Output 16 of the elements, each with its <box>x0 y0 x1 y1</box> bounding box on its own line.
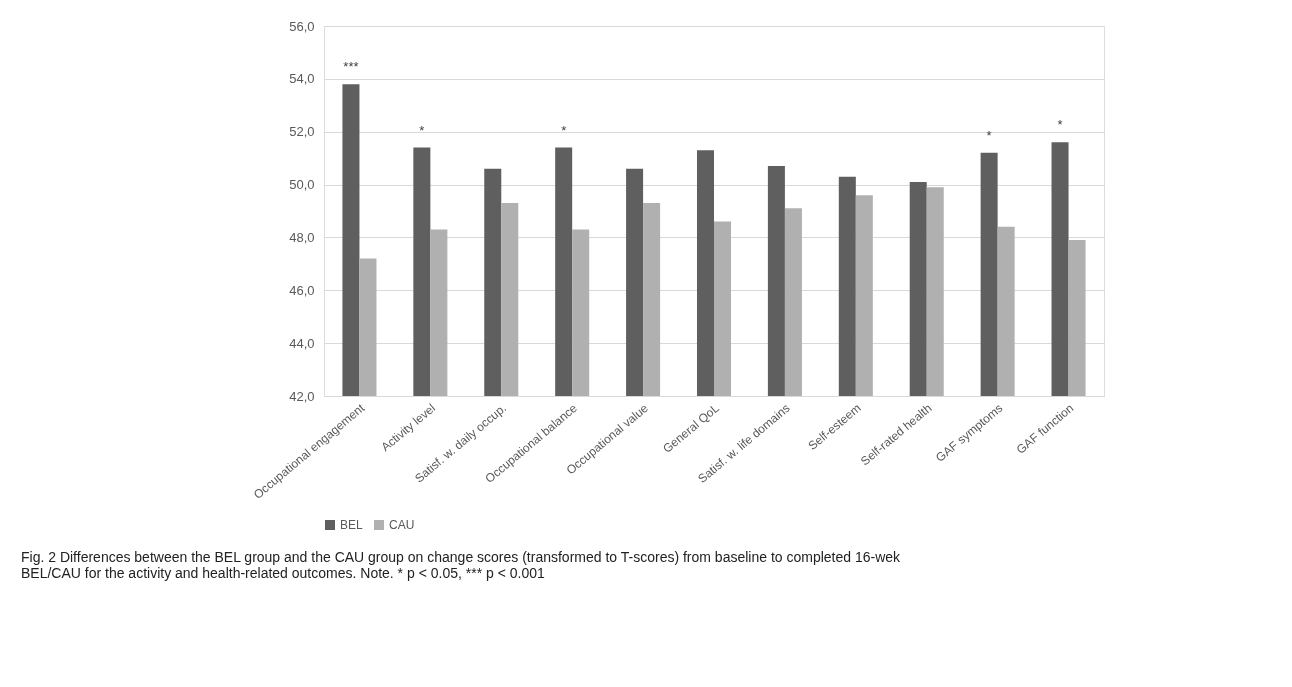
y-tick-label: 50,0 <box>289 177 315 193</box>
y-tick-label: 54,0 <box>289 71 315 87</box>
y-tick-label: 48,0 <box>289 229 315 245</box>
y-tick-label: 52,0 <box>289 124 315 140</box>
y-tick-label: 44,0 <box>289 335 315 351</box>
y-tick-label: 56,0 <box>289 18 315 34</box>
legend-label: CAU <box>389 518 415 532</box>
annotation: *** <box>343 59 359 75</box>
caption: Fig. 2 Differences between the BEL group and the CAU group on change scores (transformed to T-scores) from baseline to completed 16-wek BEL/CAU for the activity and health-related outcomes. Note. * p < 0.05, *** p < 0.001 <box>20 549 902 581</box>
annotation: * <box>1057 117 1063 133</box>
y-tick-label: 46,0 <box>289 282 315 298</box>
annotation: * <box>986 127 992 143</box>
annotation: * <box>561 122 567 138</box>
legend-label: BEL <box>340 518 364 532</box>
annotation: * <box>419 122 425 138</box>
y-tick-label: 42,0 <box>289 388 315 404</box>
